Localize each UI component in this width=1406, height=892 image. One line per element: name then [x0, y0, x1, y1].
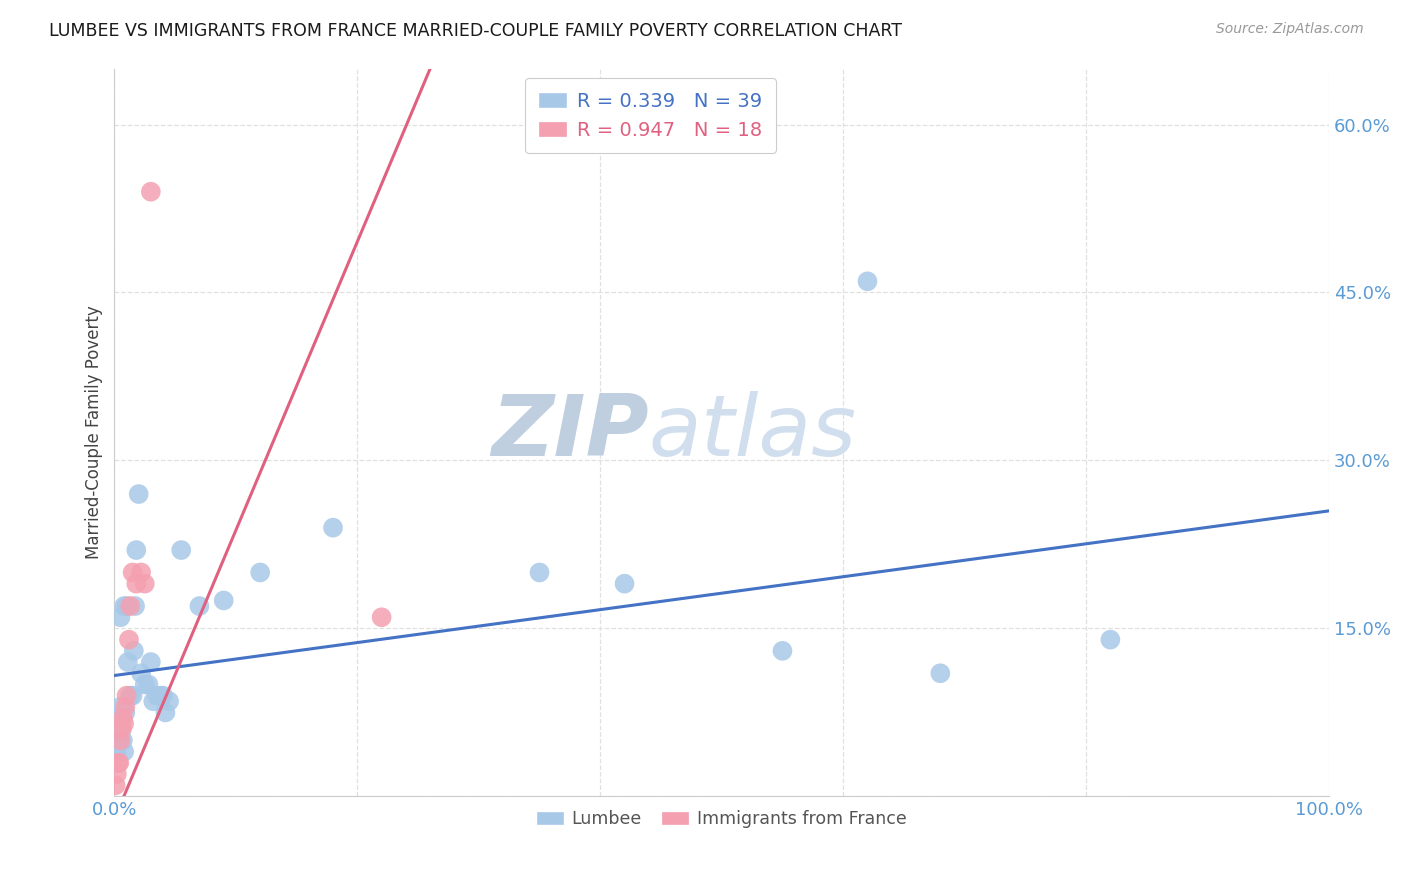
- Point: [155, 706, 177, 720]
- Point: [370, 610, 392, 624]
- Point: [115, 599, 138, 613]
- Point: [112, 716, 135, 731]
- Point: [111, 723, 134, 737]
- Point: [107, 756, 129, 770]
- Point: [142, 694, 165, 708]
- Legend: Lumbee, Immigrants from France: Lumbee, Immigrants from France: [530, 803, 914, 835]
- Point: [249, 566, 271, 580]
- Point: [138, 677, 160, 691]
- Point: [114, 706, 136, 720]
- Point: [111, 723, 134, 737]
- Y-axis label: Married-Couple Family Poverty: Married-Couple Family Poverty: [86, 306, 103, 559]
- Point: [105, 745, 128, 759]
- Point: [120, 599, 142, 613]
- Point: [134, 576, 156, 591]
- Point: [121, 566, 143, 580]
- Point: [114, 699, 136, 714]
- Text: Source: ZipAtlas.com: Source: ZipAtlas.com: [1216, 22, 1364, 37]
- Point: [1099, 632, 1122, 647]
- Point: [121, 689, 143, 703]
- Point: [613, 576, 636, 591]
- Point: [110, 699, 132, 714]
- Point: [112, 745, 135, 759]
- Point: [108, 756, 131, 770]
- Point: [129, 666, 152, 681]
- Point: [170, 543, 193, 558]
- Point: [139, 655, 162, 669]
- Point: [118, 632, 141, 647]
- Point: [107, 733, 129, 747]
- Point: [149, 689, 172, 703]
- Point: [157, 694, 180, 708]
- Point: [772, 644, 794, 658]
- Text: ZIP: ZIP: [491, 391, 648, 474]
- Point: [134, 677, 156, 691]
- Point: [188, 599, 211, 613]
- Point: [212, 593, 235, 607]
- Point: [529, 566, 551, 580]
- Point: [124, 599, 146, 613]
- Point: [125, 576, 148, 591]
- Point: [115, 689, 138, 703]
- Point: [110, 610, 132, 624]
- Point: [128, 487, 150, 501]
- Text: atlas: atlas: [648, 391, 856, 474]
- Point: [929, 666, 952, 681]
- Point: [111, 711, 134, 725]
- Point: [108, 711, 131, 725]
- Point: [120, 689, 142, 703]
- Point: [112, 599, 135, 613]
- Point: [856, 274, 879, 288]
- Point: [129, 566, 152, 580]
- Point: [111, 733, 134, 747]
- Point: [152, 689, 174, 703]
- Text: LUMBEE VS IMMIGRANTS FROM FRANCE MARRIED-COUPLE FAMILY POVERTY CORRELATION CHART: LUMBEE VS IMMIGRANTS FROM FRANCE MARRIED…: [49, 22, 903, 40]
- Point: [146, 689, 169, 703]
- Point: [105, 767, 128, 781]
- Point: [322, 521, 344, 535]
- Point: [122, 644, 145, 658]
- Point: [110, 733, 132, 747]
- Point: [139, 185, 162, 199]
- Point: [104, 778, 127, 792]
- Point: [125, 543, 148, 558]
- Point: [117, 655, 139, 669]
